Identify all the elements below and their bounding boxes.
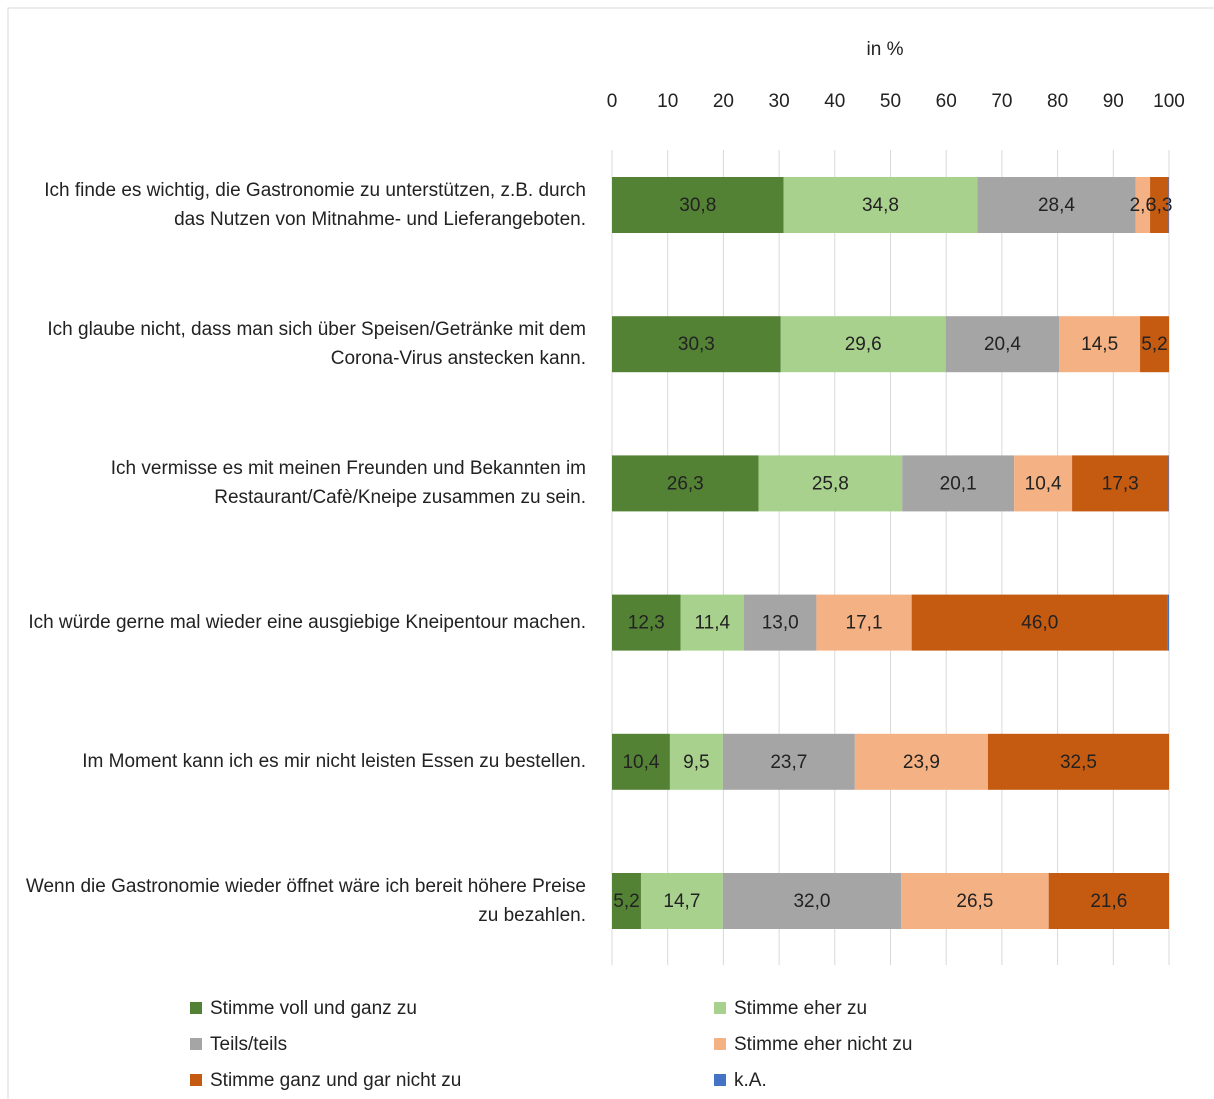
bar-segment [902,455,1015,512]
x-tick-label: 100 [1153,91,1185,112]
category-label: Im Moment kann ich es mir nicht leisten … [82,751,586,773]
data-label: 21,6 [1090,891,1127,912]
legend-swatch [714,1074,726,1086]
bar-segment [783,177,978,233]
data-label: 5,2 [1141,334,1167,355]
x-tick-label: 40 [824,91,845,112]
legend-swatch [714,1002,726,1014]
x-tick-label: 0 [607,91,618,112]
category-label: Ich vermisse es mit meinen Freunden und … [110,458,586,509]
data-label: 12,3 [628,613,665,634]
data-label: 34,8 [862,195,899,216]
data-label: 9,5 [683,752,709,773]
bar-segment [1059,316,1141,373]
data-label: 13,0 [762,613,799,634]
bar-segment [612,733,670,790]
legend-label: Teils/teils [210,1034,287,1055]
category-label: Ich glaube nicht, dass man sich über Spe… [47,319,586,370]
data-label: 14,5 [1081,334,1118,355]
bar-segment [612,594,681,651]
bar-segment [1168,177,1169,233]
bar-segment [640,873,723,929]
data-label: 26,5 [956,891,993,912]
x-tick-label: 30 [769,91,790,112]
chart-border [7,7,1214,1099]
data-label: 10,4 [1025,473,1062,494]
bar-segment [854,733,988,790]
data-label: 20,4 [984,334,1021,355]
legend-label: Stimme ganz und gar nicht zu [210,1070,461,1091]
bar-segment [987,733,1169,790]
bar-segment [901,873,1049,929]
bar-segment [744,594,817,651]
data-label: 23,9 [903,752,940,773]
category-label: Ich würde gerne mal wieder eine ausgiebi… [28,612,586,634]
bar-segment [1135,177,1151,233]
x-tick-label: 20 [713,91,734,112]
bar-segment [722,873,902,929]
bar-segment [911,594,1168,651]
data-label: 23,7 [770,752,807,773]
data-label: 5,2 [613,891,639,912]
legend-swatch [190,1074,202,1086]
x-tick-label: 70 [991,91,1012,112]
data-label: 17,3 [1102,473,1139,494]
data-label: 25,8 [812,473,849,494]
bar-segment [612,455,759,512]
bar-segment [1140,316,1169,373]
bar-segment [1167,594,1169,651]
data-label: 29,6 [845,334,882,355]
data-label: 20,1 [940,473,977,494]
bar-segment [816,594,912,651]
data-label: 3,3 [1146,195,1172,216]
data-label: 28,4 [1038,195,1075,216]
legend-swatch [714,1038,726,1050]
data-label: 32,0 [793,891,830,912]
x-tick-label: 90 [1103,91,1124,112]
bar-segment [977,177,1136,233]
bar-segment [1168,455,1169,512]
bar-segment [1014,455,1073,512]
x-tick-label: 50 [880,91,901,112]
x-tick-label: 80 [1047,91,1068,112]
x-tick-label: 10 [657,91,678,112]
legend-label: Stimme voll und ganz zu [210,998,417,1019]
data-label: 2,6 [1130,195,1156,216]
bar-segment [780,316,946,373]
legend-label: Stimme eher nicht zu [734,1034,912,1055]
data-label: 11,4 [694,613,730,634]
bar-segment [722,733,855,790]
legend-label: Stimme eher zu [734,998,867,1019]
data-label: 26,3 [667,473,704,494]
bar-segment [612,177,784,233]
data-label: 10,4 [622,752,659,773]
legend-label: k.A. [734,1070,767,1091]
data-label: 32,5 [1060,752,1097,773]
legend-swatch [190,1002,202,1014]
bar-segment [612,316,781,373]
data-label: 46,0 [1021,613,1058,634]
bar-segment [680,594,745,651]
data-label: 14,7 [663,891,700,912]
bar-segment [1048,873,1169,929]
axis-label: in % [867,39,904,60]
category-label: Wenn die Gastronomie wieder öffnet wäre … [25,876,586,926]
bar-segment [1072,455,1169,512]
category-label: Ich finde es wichtig, die Gastronomie zu… [44,180,586,230]
bar-segment [945,316,1060,373]
data-label: 30,8 [679,195,716,216]
bar-segment [758,455,903,512]
legend-swatch [190,1038,202,1050]
bar-segment [669,733,723,790]
bar-segment [1150,177,1169,233]
bar-segment [612,873,641,929]
data-label: 30,3 [678,334,715,355]
data-label: 17,1 [846,613,883,634]
x-tick-label: 60 [936,91,957,112]
